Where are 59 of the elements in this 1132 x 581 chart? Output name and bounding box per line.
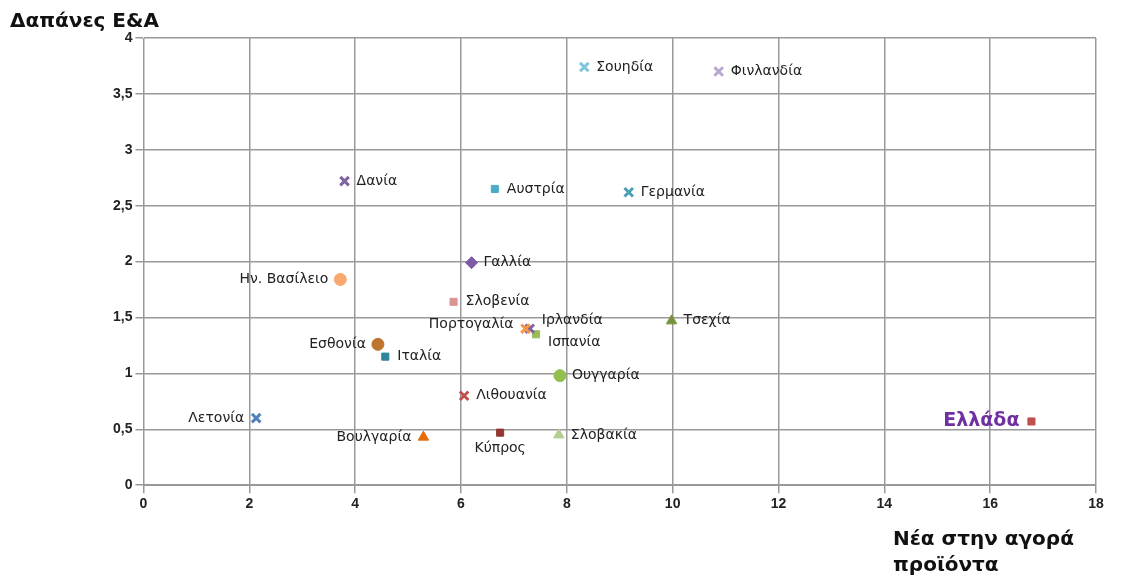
y-tick-label: 2: [124, 252, 133, 269]
x-tick-label: 6: [457, 495, 466, 512]
y-tick-label: 3: [124, 140, 133, 157]
series-label: Γερμανία: [640, 182, 705, 199]
point: [465, 256, 479, 270]
y-tick-label: 3,5: [112, 84, 133, 101]
series-label: Αυστρία: [506, 179, 565, 196]
point: [417, 430, 430, 441]
x-tick-label: 10: [664, 495, 681, 512]
point: [333, 272, 347, 286]
series-label: Δανία: [356, 171, 398, 188]
point: [371, 337, 385, 351]
point: [1027, 417, 1036, 426]
point: [519, 322, 532, 335]
point: [578, 61, 591, 73]
x-axis-title: Νέα στην αγορά προϊόντα: [893, 525, 1075, 577]
x-tick-label: 12: [770, 495, 787, 512]
y-tick-label: 0: [124, 476, 133, 493]
point: [449, 297, 458, 306]
series-label: Σουηδία: [596, 57, 654, 74]
y-tick-label: 1,5: [112, 308, 133, 325]
series-label: Κύπρος: [474, 439, 526, 456]
series-label: Φινλανδία: [730, 62, 803, 79]
point: [622, 186, 635, 199]
x-tick-label: 2: [245, 495, 254, 512]
point: [490, 184, 499, 193]
series-label: Τσεχία: [682, 311, 731, 328]
point: [712, 65, 725, 78]
x-tick-label: 0: [139, 495, 148, 512]
x-tick-label: 8: [562, 495, 571, 512]
point: [250, 412, 262, 424]
series-label: Εσθονία: [309, 334, 366, 351]
point: [381, 352, 390, 361]
series-label: Ελλάδα: [943, 408, 1020, 431]
series-label: Ιταλία: [397, 347, 442, 364]
series-label: Πορτογαλία: [428, 315, 514, 332]
point: [553, 428, 565, 439]
series-label: Λιθουανία: [476, 386, 547, 403]
series-label: Σλοβενία: [465, 292, 530, 309]
x-tick-label: 14: [876, 495, 893, 512]
x-tick-label: 4: [351, 495, 360, 512]
series-label: Ην. Βασίλειο: [239, 270, 329, 287]
series-label: Βουλγαρία: [336, 427, 412, 444]
x-tick-label: 18: [1088, 495, 1104, 512]
point: [665, 314, 678, 325]
point: [553, 369, 567, 383]
series-label: Ιρλανδία: [541, 311, 603, 328]
y-tick-label: 1: [124, 364, 133, 381]
y-tick-label: 2,5: [112, 196, 133, 213]
series-label: Γαλλία: [483, 253, 532, 270]
series-label: Λετονία: [188, 408, 245, 425]
y-tick-label: 0,5: [112, 420, 133, 437]
series-label: Ουγγαρία: [571, 366, 640, 383]
x-tick-label: 16: [982, 495, 999, 512]
point: [496, 428, 505, 437]
point: [458, 390, 470, 402]
series-label: Ισπανία: [548, 332, 601, 349]
point: [338, 175, 351, 187]
series-label: Σλοβακία: [570, 425, 637, 442]
